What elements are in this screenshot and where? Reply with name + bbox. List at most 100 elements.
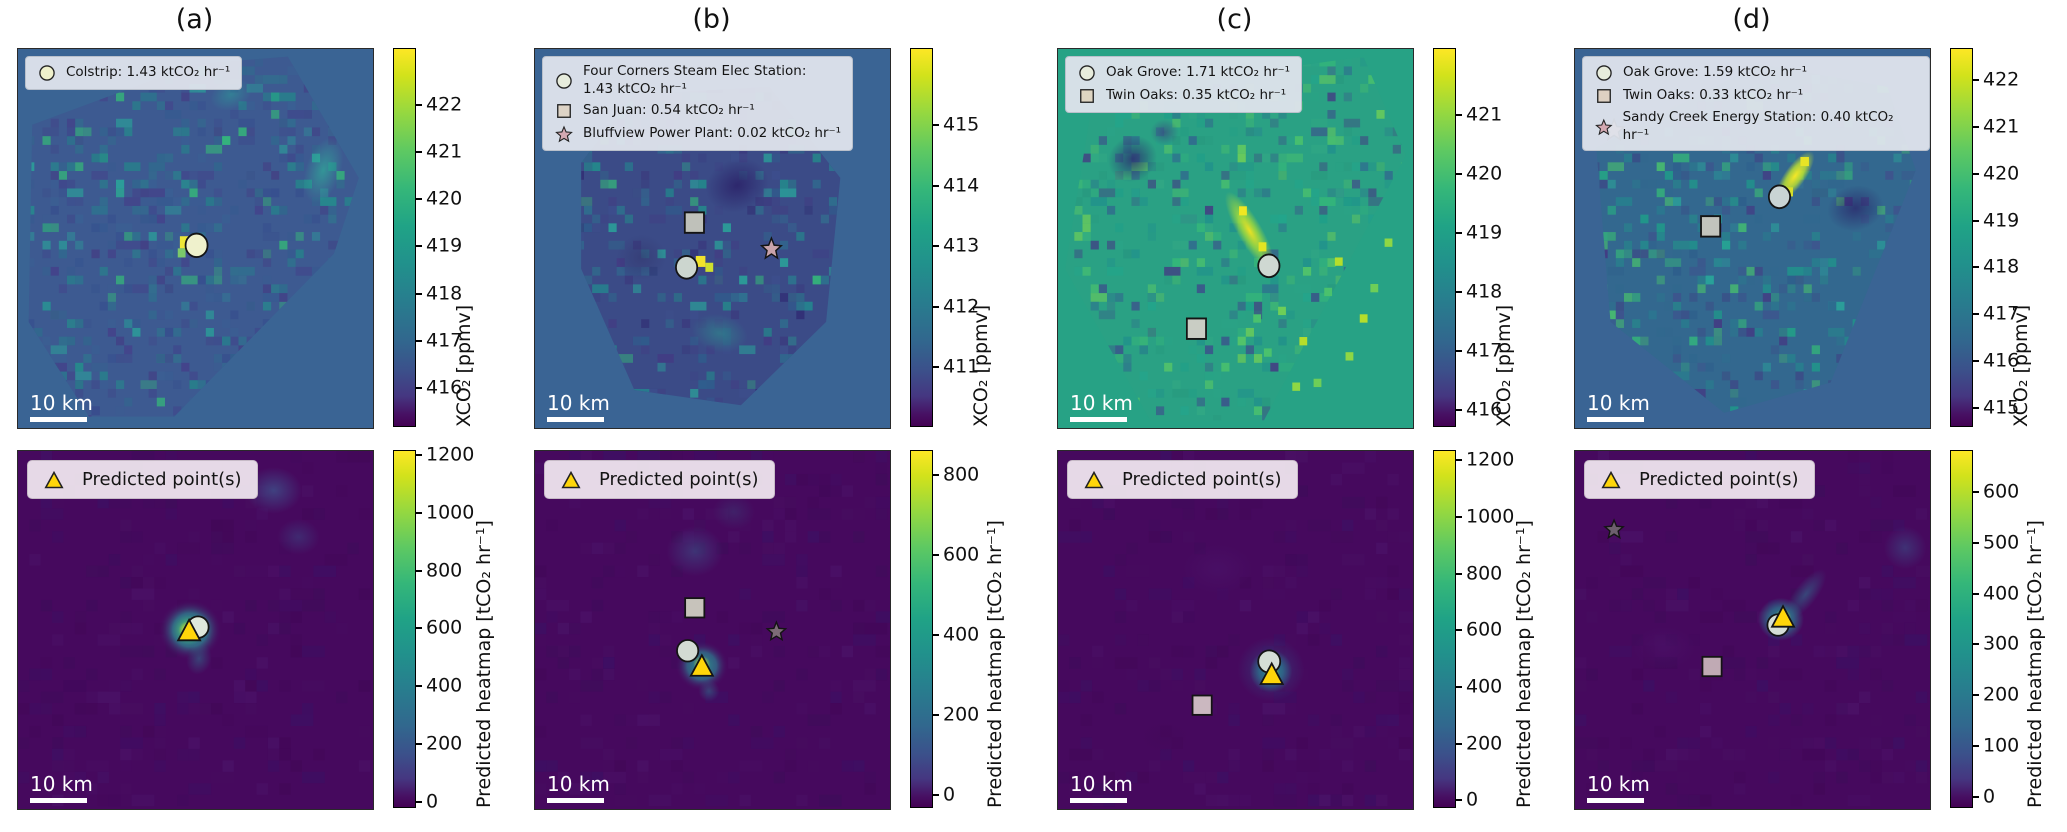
legend-entry: Predicted point(s) bbox=[1600, 468, 1799, 491]
colorbar-tick-mark bbox=[1973, 126, 1979, 129]
legend-label: Predicted point(s) bbox=[1639, 469, 1799, 490]
plot-top: Oak Grove: 1.59 ktCO₂ hr⁻¹ Twin Oaks: 0.3… bbox=[1574, 48, 2044, 429]
predicted-heatmap-map: Predicted point(s) 10 km bbox=[534, 450, 891, 810]
scale-bar-line bbox=[1070, 417, 1127, 422]
scale-bar-label: 10 km bbox=[1587, 391, 1650, 415]
colorbar-tick-mark bbox=[1456, 742, 1462, 745]
colorbar-tick-mark bbox=[416, 150, 422, 153]
legend-label: Predicted point(s) bbox=[599, 469, 759, 490]
colorbar: 422 421 420 419 418 417 416 415 XCO₂ [ppmv] bbox=[1950, 48, 2032, 427]
panel-title: (a) bbox=[175, 4, 214, 35]
sources-legend: Oak Grove: 1.71 ktCO₂ hr⁻¹ Twin Oaks: 0.3… bbox=[1065, 56, 1302, 113]
legend-label: Predicted point(s) bbox=[82, 469, 242, 490]
plume-blob bbox=[1150, 119, 1179, 146]
bright-pixel bbox=[705, 262, 714, 272]
colorbar-axis-label: Predicted heatmap [tCO₂ hr⁻¹] bbox=[984, 520, 1006, 808]
colorbar-tick-mark bbox=[416, 627, 422, 630]
legend-entry: Sandy Creek Energy Station: 0.40 ktCO₂ h… bbox=[1594, 109, 1918, 144]
colorbar-tick-mark bbox=[1973, 172, 1979, 175]
colorbar-tick-mark bbox=[1456, 572, 1462, 575]
bright-pixel bbox=[1313, 378, 1322, 388]
colorbar-tick-mark bbox=[1973, 219, 1979, 222]
plume-blob bbox=[1136, 719, 1193, 756]
legend-entry: Four Corners Steam Elec Station: 1.43 kt… bbox=[554, 63, 841, 98]
bright-pixel bbox=[1359, 314, 1368, 323]
panel-a: (a) Colstrip: 1.43 ktCO₂ hr⁻¹ 10 km 422 421 4… bbox=[17, 0, 517, 832]
colorbar-tick-mark bbox=[416, 569, 422, 572]
legend-label: Bluffview Power Plant: 0.02 ktCO₂ hr⁻¹ bbox=[583, 125, 842, 142]
plot-bottom: Predicted point(s) 10 km 800 600 400 200 0 Pred… bbox=[534, 450, 1006, 810]
colorbar-axis-label: XCO₂ [ppmv] bbox=[970, 304, 992, 427]
colorbar-tick-label: 0 bbox=[426, 790, 439, 813]
colorbar-tick-label: 0 bbox=[1466, 788, 1479, 811]
plume-blob bbox=[1827, 185, 1884, 232]
circle-legend-icon bbox=[556, 72, 572, 89]
colorbar-tick-label: 420 bbox=[426, 187, 463, 210]
colorbar-tick-mark bbox=[416, 800, 422, 803]
colorbar-axis-label: Predicted heatmap [tCO₂ hr⁻¹] bbox=[2024, 520, 2046, 808]
colorbar-tick-label: 1200 bbox=[426, 443, 475, 466]
plume-blob bbox=[712, 493, 756, 530]
scale-bar-label: 10 km bbox=[1587, 772, 1650, 796]
plume-blob bbox=[1182, 544, 1254, 595]
square-legend-icon bbox=[1597, 89, 1611, 103]
colorbar-tick-label: 417 bbox=[1466, 339, 1503, 362]
colorbar-axis-label: XCO₂ [ppmv] bbox=[2010, 304, 2032, 427]
colorbar-tick-label: 100 bbox=[1983, 734, 2020, 757]
plume-blob bbox=[303, 137, 344, 203]
colorbar-tick-label: 400 bbox=[426, 674, 463, 697]
colorbar-tick-mark bbox=[1973, 79, 1979, 82]
xco2-map: Colstrip: 1.43 ktCO₂ hr⁻¹ 10 km bbox=[17, 48, 374, 429]
colorbar-tick-label: 420 bbox=[1983, 162, 2020, 185]
colorbar-tick-label: 413 bbox=[943, 234, 980, 257]
triangle-marker bbox=[1259, 661, 1285, 685]
colorbar-tick-label: 411 bbox=[943, 355, 980, 378]
colorbar-tick-mark bbox=[1973, 266, 1979, 269]
xco2-map: Oak Grove: 1.71 ktCO₂ hr⁻¹ Twin Oaks: 0.3… bbox=[1057, 48, 1414, 429]
scale-bar-label: 10 km bbox=[30, 772, 93, 796]
colorbar: 421 420 419 418 417 416 XCO₂ [ppmv] bbox=[1433, 48, 1515, 427]
colorbar-tick-mark bbox=[1973, 541, 1979, 544]
plume-blob bbox=[616, 234, 667, 281]
colorbar-tick-label: 414 bbox=[943, 174, 980, 197]
plot-top: Colstrip: 1.43 ktCO₂ hr⁻¹ 10 km 422 421 420 4… bbox=[17, 48, 487, 429]
square-marker bbox=[1185, 317, 1207, 340]
panel-b: (b) Four Corners Steam Elec Station: 1.43… bbox=[534, 0, 1034, 832]
colorbar-tick-mark bbox=[416, 685, 422, 688]
colorbar-tick-label: 800 bbox=[943, 463, 980, 486]
circle-marker bbox=[1257, 253, 1281, 279]
colorbar-tick-label: 421 bbox=[1983, 115, 2020, 138]
colorbar-tick-label: 422 bbox=[426, 93, 463, 116]
colorbar-tick-label: 200 bbox=[1466, 732, 1503, 755]
xco2-map: Four Corners Steam Elec Station: 1.43 kt… bbox=[534, 48, 891, 429]
scale-bar-line bbox=[547, 798, 604, 803]
heatmap-image bbox=[535, 451, 890, 809]
scale-bar-label: 10 km bbox=[1070, 391, 1133, 415]
colorbar-tick-mark bbox=[933, 245, 939, 248]
legend-label: Predicted point(s) bbox=[1122, 469, 1282, 490]
colorbar-tick-mark bbox=[416, 245, 422, 248]
colorbar-tick-mark bbox=[933, 474, 939, 477]
colorbar-tick-mark bbox=[1456, 350, 1462, 353]
predicted-points-legend: Predicted point(s) bbox=[544, 460, 775, 500]
colorbar-tick-label: 419 bbox=[1983, 209, 2020, 232]
colorbar-tick-label: 412 bbox=[943, 295, 980, 318]
scale-bar-label: 10 km bbox=[547, 391, 610, 415]
plot-bottom: Predicted point(s) 10 km 600 500 400 300 200 10… bbox=[1574, 450, 2046, 810]
bright-pixel bbox=[1239, 206, 1247, 216]
colorbar-axis-label: XCO₂ [ppmv] bbox=[453, 304, 475, 427]
legend-label: Twin Oaks: 0.33 ktCO₂ hr⁻¹ bbox=[1623, 87, 1804, 104]
circle-marker bbox=[1767, 184, 1792, 210]
predicted-heatmap-map: Predicted point(s) 10 km bbox=[1574, 450, 1931, 810]
colorbar-tick-label: 416 bbox=[1466, 398, 1503, 421]
colorbar-axis-label: XCO₂ [ppmv] bbox=[1493, 304, 1515, 427]
colorbar-tick-mark bbox=[416, 454, 422, 456]
triangle-marker bbox=[176, 617, 202, 642]
sources-legend: Colstrip: 1.43 ktCO₂ hr⁻¹ bbox=[25, 56, 243, 90]
legend-entry: Bluffview Power Plant: 0.02 ktCO₂ hr⁻¹ bbox=[554, 124, 841, 144]
square-marker bbox=[683, 211, 705, 234]
colorbar-axis-label: Predicted heatmap [tCO₂ hr⁻¹] bbox=[1513, 520, 1535, 808]
bright-pixel bbox=[1253, 314, 1262, 323]
colorbar-tick-mark bbox=[416, 339, 422, 342]
